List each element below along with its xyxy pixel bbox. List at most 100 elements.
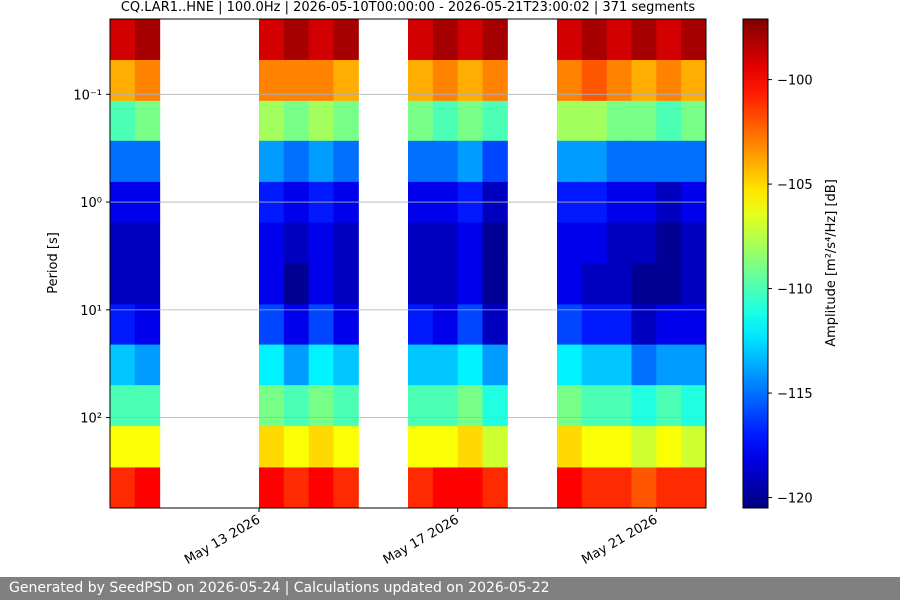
heatmap-cell [631,263,657,305]
heatmap-cell [283,140,310,183]
heatmap-cell [606,304,632,346]
colorbar-tick-label: −115 [777,387,813,402]
heatmap-cell [631,140,657,183]
heatmap-cell [631,344,657,386]
heatmap-cell [656,344,682,386]
heatmap-cell [631,181,657,224]
heatmap-cell [432,263,459,305]
y-tick-label: 10² [80,412,102,427]
heatmap-cell [134,385,161,427]
heatmap-cell [656,263,682,305]
heatmap-cell [557,304,583,346]
heatmap-cell [259,222,285,264]
heatmap-cell [557,426,583,468]
heatmap-cell [110,181,136,224]
heatmap-cell [308,140,334,183]
heatmap-cell [482,467,508,509]
heatmap-cell [581,140,608,183]
heatmap-cell [681,222,707,264]
heatmap-cell [283,19,310,61]
heatmap-cell [283,426,310,468]
heatmap-cell [482,19,508,61]
heatmap-cell [110,344,136,386]
heatmap-cell [283,344,310,386]
heatmap-cell [333,59,359,102]
heatmap-cell [557,19,583,61]
heatmap-cell [333,304,359,346]
heatmap-cell [134,140,161,183]
heatmap-cell [110,467,136,509]
heatmap-cell [259,181,285,224]
heatmap-cell [606,467,632,509]
heatmap-cell [631,100,657,142]
heatmap-cell [333,100,359,142]
heatmap-cell [581,426,608,468]
heatmap-cell [557,140,583,183]
heatmap-cell [656,385,682,427]
heatmap-cell [283,263,310,305]
heatmap-cell [681,263,707,305]
heatmap-cell [656,222,682,264]
heatmap-cell [110,385,136,427]
heatmap-cell [457,467,483,509]
colorbar [742,18,769,509]
heatmap-cell [283,385,310,427]
heatmap-cell [408,140,434,183]
heatmap-cell [283,467,310,509]
chart: CQ.LAR1..HNE | 100.0Hz | 2026-05-10T00:0… [46,0,839,568]
heatmap-cell [259,263,285,305]
heatmap-cell [308,426,334,468]
heatmap-cell [457,181,483,224]
heatmap-cell [606,140,632,183]
heatmap-cell [656,467,682,509]
heatmap-cell [333,222,359,264]
heatmap-cell [134,19,161,61]
heatmap-cell [333,181,359,224]
heatmap-cell [110,304,136,346]
heatmap-cell [134,304,161,346]
heatmap-cell [656,19,682,61]
heatmap-cell [631,304,657,346]
heatmap-cell [134,263,161,305]
heatmap-cell [482,100,508,142]
heatmap-cell [581,222,608,264]
heatmap-cell [457,344,483,386]
heatmap-cell [308,222,334,264]
heatmap-cell [606,222,632,264]
heatmap-cell [482,304,508,346]
colorbar-tick-label: −105 [777,178,813,193]
heatmap-cell [333,140,359,183]
heatmap-cell [581,385,608,427]
heatmap-cell [482,426,508,468]
heatmap-cell [259,100,285,142]
heatmap-cell [308,59,334,102]
heatmap-cell [606,385,632,427]
heatmap-cell [110,263,136,305]
footer: Generated by SeedPSD on 2026-05-24 | Cal… [0,577,900,600]
heatmap-cell [259,467,285,509]
heatmap-cell [631,426,657,468]
heatmap-cell [681,385,707,427]
heatmap-cell [681,304,707,346]
heatmap-cell [557,181,583,224]
heatmap-cell [482,263,508,305]
heatmap-cell [656,59,682,102]
heatmap-cell [432,467,459,509]
heatmap-cell [110,100,136,142]
heatmap-cell [631,222,657,264]
heatmap-cell [308,385,334,427]
heatmap-cell [333,19,359,61]
heatmap-cell [432,59,459,102]
heatmap-cell [408,19,434,61]
heatmap-cell [581,59,608,102]
heatmap-cell [134,222,161,264]
heatmap-cell [408,426,434,468]
heatmap-cell [606,100,632,142]
heatmap-cell [606,344,632,386]
heatmap-cell [308,344,334,386]
heatmap-cell [482,385,508,427]
heatmap-cell [656,140,682,183]
heatmap-cell [482,344,508,386]
heatmap-cell [681,426,707,468]
heatmap-cell [408,385,434,427]
